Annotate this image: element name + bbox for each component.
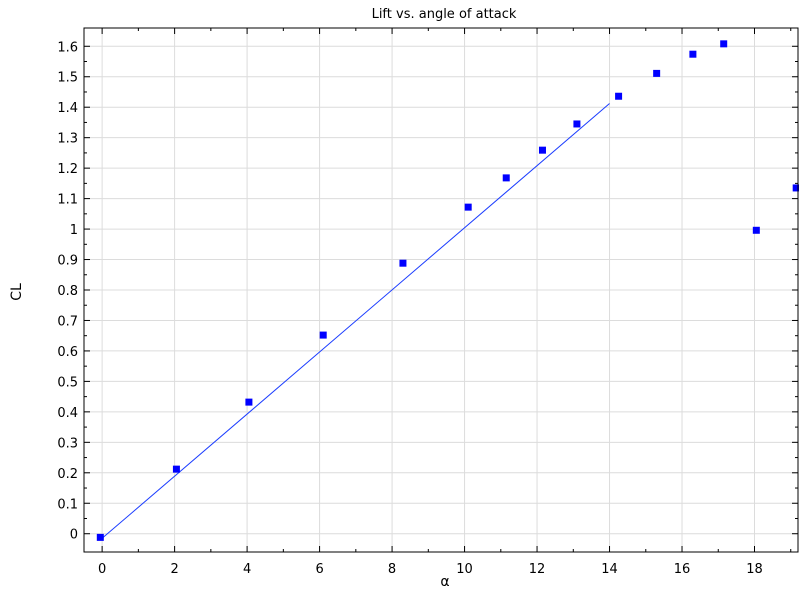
data-point-marker xyxy=(689,50,697,58)
x-axis-label: α xyxy=(440,574,449,590)
x-tick-label: 10 xyxy=(456,562,473,577)
axis-ticks xyxy=(84,28,798,552)
data-point-marker xyxy=(502,174,510,182)
data-point-marker xyxy=(96,533,104,541)
y-tick-label: 1.1 xyxy=(57,193,78,208)
y-tick-label: 0.5 xyxy=(57,375,78,390)
data-point-marker xyxy=(653,69,661,77)
x-tick-label: 16 xyxy=(674,562,691,577)
x-tick-label: 12 xyxy=(529,562,546,577)
x-tick-label: 0 xyxy=(98,562,106,577)
x-tick-label: 14 xyxy=(601,562,618,577)
data-point-marker xyxy=(752,226,760,234)
data-point-marker xyxy=(720,40,728,48)
y-tick-label: 1 xyxy=(70,223,78,238)
y-tick-label: 1.3 xyxy=(57,132,78,147)
x-tick-label: 4 xyxy=(243,562,251,577)
data-point-marker xyxy=(319,331,327,339)
x-tick-label: 8 xyxy=(388,562,396,577)
y-tick-label: 0.3 xyxy=(57,436,78,451)
data-point-marker xyxy=(615,92,623,100)
data-point-marker xyxy=(792,184,799,192)
y-tick-label: 0.1 xyxy=(57,497,78,512)
y-axis-label: CL xyxy=(9,283,25,301)
x-tick-label: 6 xyxy=(315,562,323,577)
y-tick-labels: 0 0.1 0.2 0.3 0.4 0.5 0.6 0.7 0.8 0.9 1 1.1 1.2 1.3 1.… xyxy=(57,40,78,542)
data-point-marker xyxy=(464,203,472,211)
data-point-marker xyxy=(538,146,546,154)
fit-line-layer xyxy=(101,103,610,539)
y-tick-label: 0 xyxy=(70,528,78,543)
x-tick-label: 18 xyxy=(746,562,763,577)
y-tick-label: 0.8 xyxy=(57,284,78,299)
y-tick-label: 0.7 xyxy=(57,314,78,329)
y-tick-label: 0.9 xyxy=(57,254,78,269)
data-point-marker xyxy=(172,465,180,473)
y-tick-label: 0.2 xyxy=(57,467,78,482)
y-tick-label: 1.6 xyxy=(57,40,78,55)
x-tick-labels: 0 2 4 6 8 10 12 14 16 18 xyxy=(98,562,763,577)
data-point-marker xyxy=(245,398,253,406)
data-point-marker xyxy=(573,120,581,128)
chart-title: Lift vs. angle of attack xyxy=(372,7,517,22)
y-tick-label: 0.6 xyxy=(57,345,78,360)
grid xyxy=(84,28,798,552)
x-tick-label: 2 xyxy=(170,562,178,577)
y-tick-label: 1.2 xyxy=(57,162,78,177)
y-tick-label: 1.5 xyxy=(57,71,78,86)
fit-line xyxy=(101,103,610,539)
data-point-marker xyxy=(399,259,407,267)
data-markers xyxy=(96,40,799,541)
y-tick-label: 1.4 xyxy=(57,101,78,116)
y-tick-label: 0.4 xyxy=(57,406,78,421)
